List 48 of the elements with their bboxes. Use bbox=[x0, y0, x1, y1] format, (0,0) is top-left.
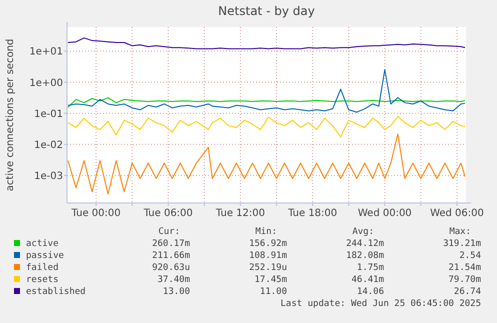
text: Last update: Wed Jun 25 06:45:00 2025 bbox=[280, 299, 481, 310]
legend-label: passive bbox=[26, 251, 64, 262]
text: 260.17m bbox=[152, 239, 190, 250]
y-tick-label: 1e+01 bbox=[29, 46, 63, 58]
text: 37.40m bbox=[157, 275, 190, 286]
chart-title: Netstat - by day bbox=[218, 4, 315, 18]
text: 46.41m bbox=[351, 275, 384, 286]
x-tick-label: Tue 06:00 bbox=[142, 208, 193, 219]
x-tick-label: Tue 00:00 bbox=[70, 208, 121, 219]
text: 79.70m bbox=[448, 275, 481, 286]
y-tick-label: 1e-01 bbox=[34, 108, 63, 120]
y-tick-label: 1e-03 bbox=[34, 170, 63, 182]
line-series bbox=[68, 37, 466, 50]
text: 1.75m bbox=[356, 263, 384, 274]
legend-label: established bbox=[26, 287, 86, 298]
text: Cur: bbox=[158, 227, 180, 237]
y-axis-title: active connections per second bbox=[5, 38, 16, 192]
text: 244.12m bbox=[346, 239, 384, 250]
text: 11.00 bbox=[260, 287, 287, 298]
x-tick-label: Wed 00:00 bbox=[358, 208, 412, 219]
legend-label: resets bbox=[26, 275, 59, 286]
text: 14.06 bbox=[356, 287, 384, 298]
text: 2.54 bbox=[459, 251, 481, 262]
text: 211.66m bbox=[152, 251, 190, 262]
line-series bbox=[68, 116, 466, 138]
text: Min: bbox=[255, 227, 277, 237]
text: 319.21m bbox=[443, 239, 481, 250]
x-tick-label: Wed 06:00 bbox=[430, 208, 484, 219]
text: Avg: bbox=[352, 227, 374, 237]
text: 252.19u bbox=[249, 263, 287, 274]
text: 21.54m bbox=[448, 263, 481, 274]
line-series bbox=[68, 97, 466, 108]
text: 108.91m bbox=[249, 251, 287, 262]
x-tick-label: Tue 18:00 bbox=[287, 208, 338, 219]
text: 26.74 bbox=[454, 287, 481, 298]
text: 182.08m bbox=[346, 251, 384, 262]
text: 17.45m bbox=[254, 275, 287, 286]
y-tick-label: 1e-02 bbox=[34, 140, 63, 151]
line-series bbox=[68, 69, 466, 113]
text: 13.00 bbox=[162, 287, 190, 298]
x-tick-label: Tue 12:00 bbox=[214, 208, 265, 219]
legend-label: failed bbox=[26, 263, 59, 274]
legend-label: active bbox=[26, 239, 59, 250]
text: 156.92m bbox=[249, 239, 287, 250]
y-tick-label: 1e+00 bbox=[29, 78, 63, 89]
text: 920.63u bbox=[152, 263, 190, 274]
line-series bbox=[68, 134, 466, 195]
text: Max: bbox=[449, 227, 471, 237]
